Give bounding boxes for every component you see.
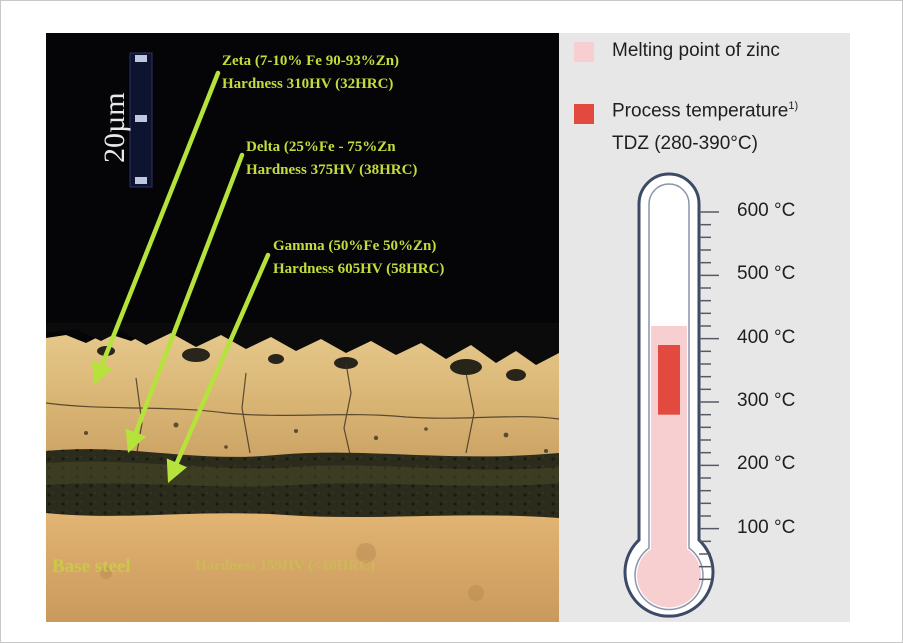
process-temperature-footnote: 1) [788, 100, 799, 112]
tick-label-600: 600 °C [737, 200, 796, 221]
delta-arrow [125, 152, 245, 453]
base-steel-hardness: Hardness 159HV (<10HRC) [195, 558, 375, 574]
melting-point-swatch [574, 42, 594, 62]
process-temperature-swatch [574, 104, 594, 124]
temperature-panel [559, 33, 850, 622]
micrograph: 20µm Zeta (7-10% Fe 90-93%Zn) Hardness 3… [46, 33, 559, 622]
melting-point-fill [636, 326, 701, 608]
tick-label-500: 500 °C [737, 263, 796, 285]
gamma-arrow [166, 252, 271, 483]
tdz-label: TDZ (280-390°C) [612, 133, 758, 154]
arrows-layer [91, 70, 271, 483]
delta-composition: Delta (25%Fe - 75%Zn [246, 139, 396, 155]
tick-label-300: 300 °C [737, 390, 796, 411]
zeta-composition: Zeta (7-10% Fe 90-93%Zn) [222, 53, 400, 69]
delta-hardness: Hardness 375HV (38HRC) [246, 162, 418, 178]
zeta-arrow [91, 70, 221, 385]
delta-label: Delta (25%Fe - 75%Zn Hardness 375HV (38H… [246, 136, 417, 182]
tick-label-400: 400 °C [737, 326, 796, 348]
tick-label-200: 200 °C [737, 453, 796, 475]
gamma-composition: Gamma (50%Fe 50%Zn) [273, 238, 437, 254]
process-temperature-legend: Process temperature1) [612, 100, 798, 122]
tick-label-100: 100 °C [737, 516, 796, 538]
base-steel-label: Base steel [52, 556, 131, 577]
zeta-label: Zeta (7-10% Fe 90-93%Zn) Hardness 310HV … [222, 50, 399, 96]
melting-point-label: Melting point of zinc [612, 40, 780, 61]
gamma-label: Gamma (50%Fe 50%Zn) Hardness 605HV (58HR… [273, 235, 444, 281]
gamma-hardness: Hardness 605HV (58HRC) [273, 261, 445, 277]
process-temperature-bar [658, 345, 680, 415]
process-temperature-label: Process temperature [612, 100, 789, 122]
zeta-hardness: Hardness 310HV (32HRC) [222, 76, 394, 92]
